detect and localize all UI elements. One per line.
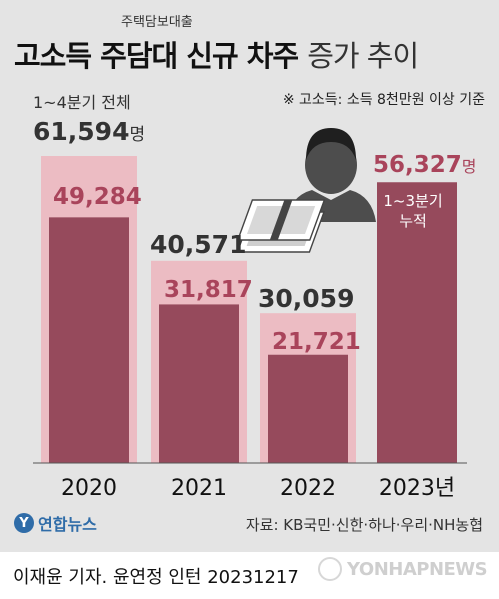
logo-text: 연합뉴스 (38, 515, 97, 534)
watermark-text: YONHAPNEWS (347, 558, 488, 580)
title-bold: 고소득 주담대 신규 차주 (14, 39, 299, 73)
value-label-full-year: 40,571 (150, 230, 246, 259)
value-label-partial: 56,327명 (373, 152, 477, 178)
data-source: 자료: KB국민·신한·하나·우리·NH농협 (245, 516, 483, 534)
credit-line: 이재윤 기자. 윤연정 인턴 20231217 (13, 567, 299, 588)
value-label-full-year: 30,059 (258, 284, 354, 313)
credit-bar (0, 552, 499, 599)
x-tick-label: 2022 (280, 476, 336, 501)
value-label-partial: 21,721 (272, 329, 361, 355)
chart-title: 고소득 주담대 신규 차주 증가 추이 (14, 33, 419, 75)
bar-partial-2022 (268, 354, 348, 463)
bar-partial-2020 (49, 217, 129, 463)
chart-subtitle: 주택담보대출 (121, 15, 193, 30)
watermark: YONHAPNEWS (318, 557, 488, 581)
x-tick-label: 2020 (61, 476, 117, 501)
value-label-full-year: 61,594명 (33, 117, 145, 146)
full-year-caption: 1~4분기 전체 (33, 93, 131, 112)
x-tick-label: 2023년 (379, 476, 455, 501)
value-label-partial: 31,817 (164, 277, 253, 303)
money-stack-icon (236, 199, 326, 253)
partial-caption-line1: 1~3분기 (383, 192, 442, 210)
bar-partial-2021 (159, 304, 239, 463)
bar-chart: 2020 2021 2022 2023년 61,594명 40,571 30,059 49,2… (33, 93, 477, 501)
x-tick-label: 2021 (171, 476, 227, 501)
publisher-logo: Y 연합뉴스 (14, 511, 97, 535)
bar-partial-2023년 (377, 182, 457, 463)
title-light: 증가 추이 (307, 39, 419, 73)
value-label-partial: 49,284 (53, 184, 142, 210)
watermark-logo-icon (318, 557, 342, 581)
definition-note: ※ 고소득: 소득 8천만원 이상 기준 (282, 92, 485, 108)
partial-caption-line2: 누적 (399, 212, 427, 230)
logo-mark-icon: Y (14, 513, 34, 533)
